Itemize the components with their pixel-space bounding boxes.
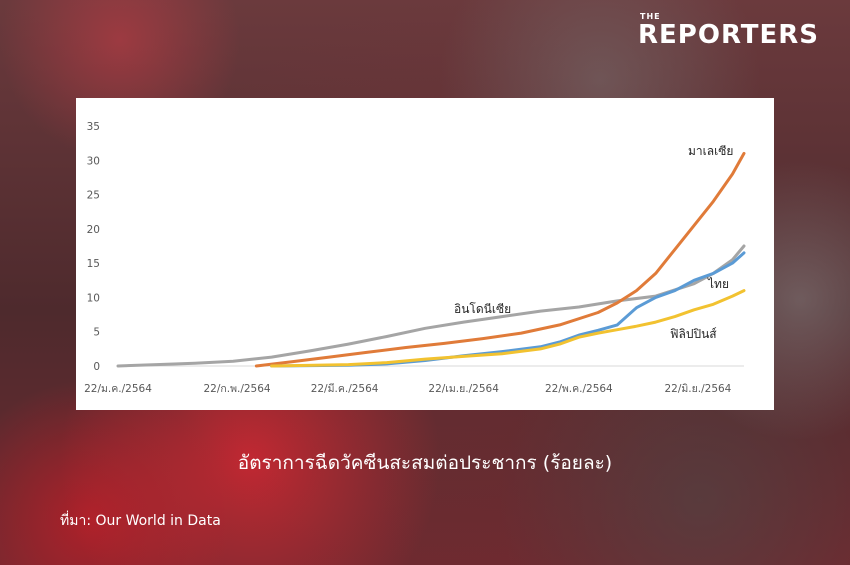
chart-caption: อัตราการฉีดวัคซีนสะสมต่อประชากร (ร้อยละ) — [237, 452, 613, 474]
chart-card: 0 5 10 15 20 25 30 35 22/ม.ค./2564 22/ก.พ./2564 22… — [76, 98, 774, 410]
y-tick-label: 10 — [87, 292, 100, 304]
x-tick-label: 22/ม.ค./2564 — [84, 383, 152, 395]
y-tick-label: 0 — [93, 361, 100, 373]
logo-small-text: THE — [640, 12, 661, 21]
the-reporters-logo: THE REPORTERS — [638, 10, 838, 56]
y-tick-label: 20 — [87, 224, 100, 236]
x-tick-label: 22/เม.ย./2564 — [428, 383, 499, 395]
x-tick-label: 22/พ.ค./2564 — [545, 383, 613, 395]
x-tick-label: 22/มิ.ย./2564 — [664, 383, 731, 395]
series-line-0 — [116, 244, 746, 368]
source-note: ที่มา: Our World in Data — [60, 513, 221, 529]
series-label: อินโดนีเซีย — [454, 302, 511, 316]
y-tick-label: 35 — [87, 121, 100, 133]
series-label: ไทย — [707, 277, 729, 291]
logo-wordmark: REPORTERS — [638, 20, 820, 50]
y-tick-label: 30 — [87, 155, 100, 167]
vaccination-line-chart: 0 5 10 15 20 25 30 35 22/ม.ค./2564 22/ก.พ./2564 22… — [84, 121, 746, 395]
series-line-3 — [270, 289, 746, 368]
series-label: ฟิลิปปินส์ — [670, 327, 717, 341]
series-line-1 — [254, 151, 746, 368]
series-label: มาเลเซีย — [688, 144, 733, 158]
y-tick-label: 15 — [87, 258, 100, 270]
y-tick-label: 25 — [87, 190, 100, 202]
x-tick-label: 22/มี.ค./2564 — [311, 382, 379, 395]
y-tick-label: 5 — [93, 327, 100, 339]
x-tick-label: 22/ก.พ./2564 — [203, 383, 270, 395]
